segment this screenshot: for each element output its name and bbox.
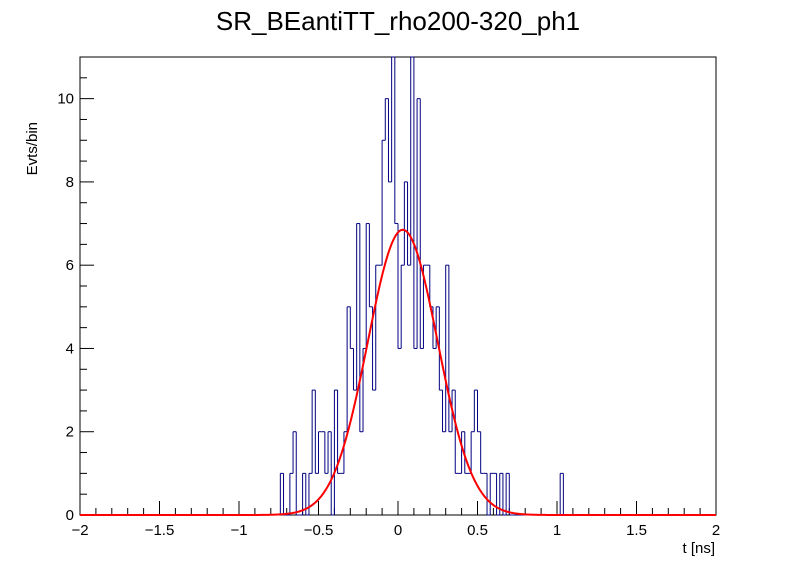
x-tick-label: 1 — [553, 522, 561, 539]
x-tick-label: −1 — [230, 522, 247, 539]
y-tick-label: 8 — [66, 174, 74, 191]
y-tick-label: 10 — [57, 91, 74, 108]
y-axis-label: Evts/bin — [24, 122, 41, 175]
y-tick-labels: 0 2 4 6 8 10 — [57, 91, 74, 524]
x-tick-label: 2 — [712, 522, 720, 539]
x-tick-labels: −2 −1.5 −1 −0.5 0 0.5 1 1.5 2 — [71, 522, 720, 539]
x-tick-label: 1.5 — [626, 522, 647, 539]
x-tick-label: −0.5 — [304, 522, 334, 539]
y-tick-label: 6 — [66, 257, 74, 274]
fit-layer — [80, 228, 716, 516]
y-tick-label: 0 — [66, 507, 74, 524]
axis-ticks — [79, 56, 717, 516]
x-tick-label: −2 — [71, 522, 88, 539]
chart-title: SR_BEantiTT_rho200-320_ph1 — [216, 6, 580, 36]
x-tick-label: −1.5 — [145, 522, 175, 539]
x-axis-label: t [ns] — [682, 540, 715, 557]
x-tick-label: 0 — [394, 522, 402, 539]
y-tick-label: 2 — [66, 424, 74, 441]
x-tick-label: 0.5 — [467, 522, 488, 539]
y-tick-label: 4 — [66, 340, 74, 357]
gaussian-fit-curve — [80, 228, 716, 516]
